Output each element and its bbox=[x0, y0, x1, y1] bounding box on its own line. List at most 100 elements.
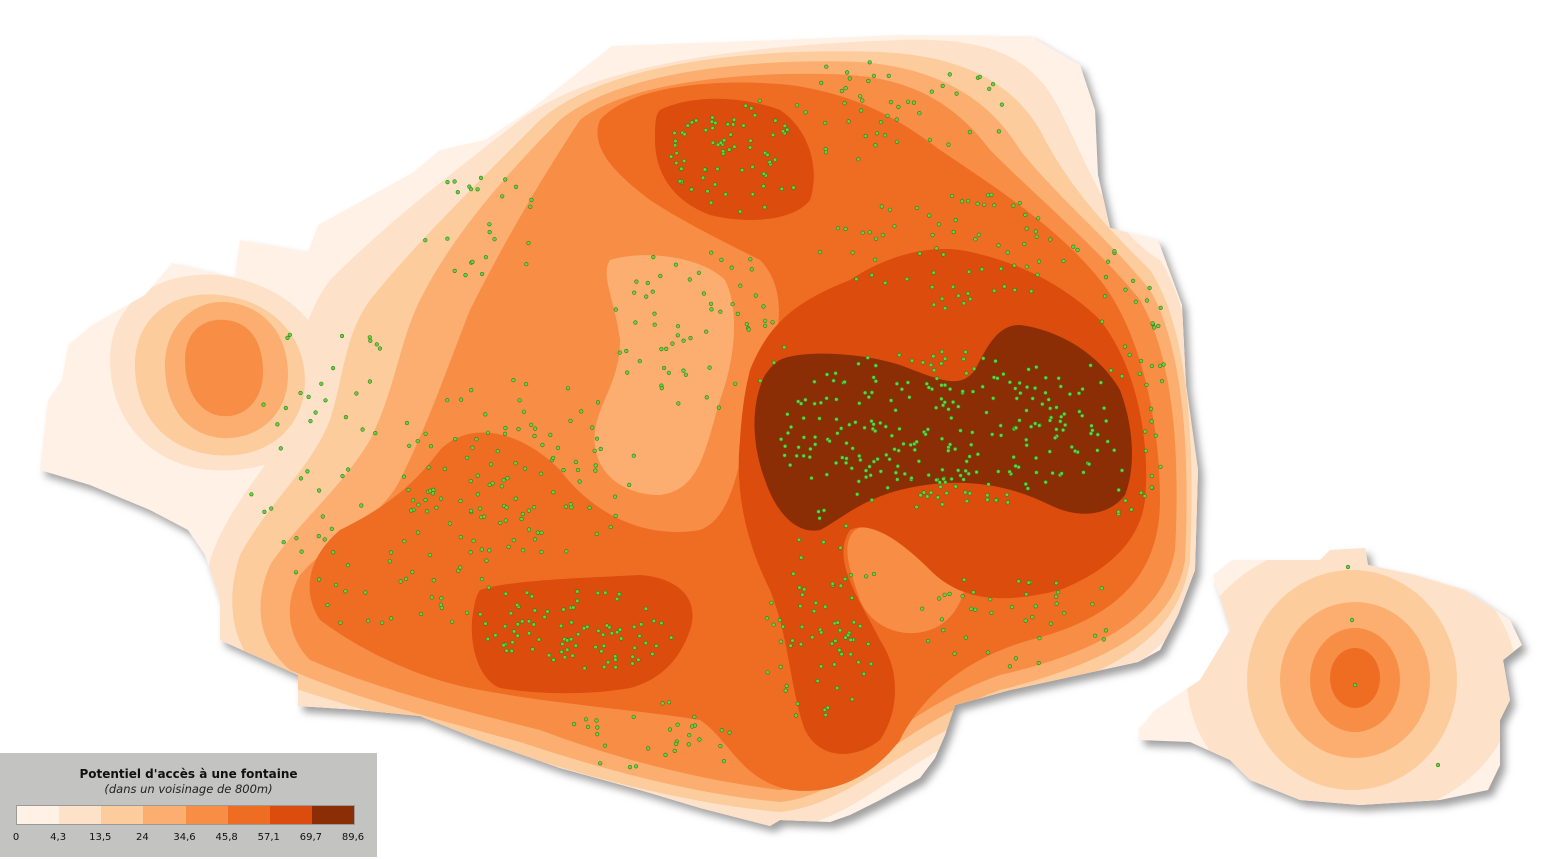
fountain-point bbox=[682, 158, 687, 164]
fountain-point bbox=[650, 651, 655, 657]
fountain-point bbox=[727, 730, 732, 735]
fountain-point bbox=[687, 277, 692, 282]
fountain-point bbox=[936, 222, 942, 227]
fountain-point bbox=[1004, 492, 1010, 497]
fountain-point bbox=[964, 499, 969, 504]
fountain-point bbox=[731, 122, 736, 127]
fountain-point bbox=[530, 647, 535, 652]
fountain-point bbox=[675, 722, 680, 727]
fountain-point bbox=[989, 192, 994, 197]
fountain-point bbox=[796, 445, 801, 450]
fountain-point bbox=[1005, 500, 1010, 505]
fountain-point bbox=[701, 291, 707, 296]
fountain-point bbox=[1152, 325, 1157, 330]
fountain-point bbox=[652, 322, 657, 327]
fountain-point bbox=[843, 226, 848, 231]
fountain-point bbox=[708, 200, 714, 205]
fountain-point bbox=[1013, 656, 1019, 661]
fountain-point bbox=[490, 481, 495, 486]
fountain-point bbox=[325, 602, 330, 608]
fountain-point bbox=[996, 469, 1001, 474]
fountain-point bbox=[854, 277, 859, 282]
fountain-point bbox=[1130, 278, 1136, 284]
fountain-point bbox=[830, 581, 835, 586]
fountain-point bbox=[689, 120, 695, 125]
fountain-point bbox=[1063, 422, 1068, 428]
fountain-point bbox=[575, 589, 580, 594]
fountain-point bbox=[531, 505, 537, 510]
fountain-point bbox=[515, 622, 520, 627]
fountain-point bbox=[985, 193, 991, 198]
fountain-point bbox=[861, 671, 867, 677]
fountain-point bbox=[617, 350, 622, 355]
fountain-point bbox=[366, 618, 371, 623]
fountain-point bbox=[1149, 485, 1154, 490]
fountain-point bbox=[738, 283, 743, 288]
fountain-point bbox=[331, 550, 336, 555]
fountain-point bbox=[782, 444, 788, 449]
fountain-point bbox=[815, 678, 820, 684]
fountain-point bbox=[856, 660, 861, 665]
fountain-point bbox=[914, 439, 919, 444]
fountain-point bbox=[940, 83, 945, 88]
fountain-point bbox=[637, 633, 642, 639]
fountain-point bbox=[719, 728, 724, 733]
fountain-point bbox=[281, 540, 286, 545]
fountain-point bbox=[660, 701, 665, 706]
fountain-point bbox=[761, 304, 766, 309]
fountain-point bbox=[966, 471, 971, 476]
fountain-point bbox=[798, 603, 803, 609]
fountain-point bbox=[519, 516, 524, 522]
fountain-point bbox=[947, 387, 953, 392]
fountain-point bbox=[633, 320, 638, 325]
fountain-point bbox=[387, 559, 392, 564]
fountain-point bbox=[843, 86, 848, 91]
fountain-point bbox=[931, 368, 937, 373]
fountain-point bbox=[598, 761, 603, 766]
fountain-point bbox=[887, 207, 893, 212]
fountain-point bbox=[495, 449, 500, 454]
fountain-point bbox=[624, 348, 629, 354]
fountain-point bbox=[855, 492, 860, 497]
fountain-point bbox=[468, 550, 473, 555]
fountain-point bbox=[840, 455, 845, 460]
fountain-point bbox=[565, 386, 571, 391]
fountain-point bbox=[555, 445, 561, 451]
fountain-point bbox=[702, 167, 707, 172]
fountain-point bbox=[863, 475, 869, 480]
fountain-point bbox=[1024, 226, 1029, 231]
fountain-point bbox=[320, 514, 325, 519]
fountain-point bbox=[1062, 611, 1067, 616]
fountain-point bbox=[727, 147, 732, 152]
fountain-point bbox=[403, 576, 409, 582]
fountain-point bbox=[1012, 263, 1017, 268]
fountain-point bbox=[875, 457, 880, 462]
fountain-point bbox=[1071, 244, 1076, 249]
fountain-point bbox=[968, 296, 973, 302]
fountain-point bbox=[762, 318, 768, 323]
fountain-point bbox=[833, 638, 838, 644]
fountain-point bbox=[1056, 376, 1061, 381]
fountain-point bbox=[1099, 586, 1104, 591]
fountain-point bbox=[897, 426, 902, 432]
fountain-point bbox=[261, 402, 266, 407]
fountain-point bbox=[824, 64, 829, 69]
fountain-point bbox=[721, 759, 727, 764]
fountain-point bbox=[340, 474, 345, 479]
fountain-point bbox=[1013, 386, 1018, 391]
fountain-point bbox=[748, 138, 753, 143]
fountain-point bbox=[513, 184, 519, 189]
fountain-point bbox=[363, 590, 368, 595]
fountain-point bbox=[294, 536, 299, 541]
fountain-point bbox=[801, 453, 806, 459]
fountain-point bbox=[367, 379, 373, 384]
fountain-point bbox=[908, 442, 913, 448]
fountain-point bbox=[1161, 362, 1166, 367]
fountain-point bbox=[568, 502, 573, 507]
fountain-point bbox=[973, 607, 978, 612]
fountain-point bbox=[360, 427, 365, 432]
fountain-point bbox=[1112, 448, 1117, 453]
fountain-point bbox=[927, 137, 933, 142]
fountain-point bbox=[817, 250, 823, 255]
fountain-point bbox=[867, 230, 872, 235]
